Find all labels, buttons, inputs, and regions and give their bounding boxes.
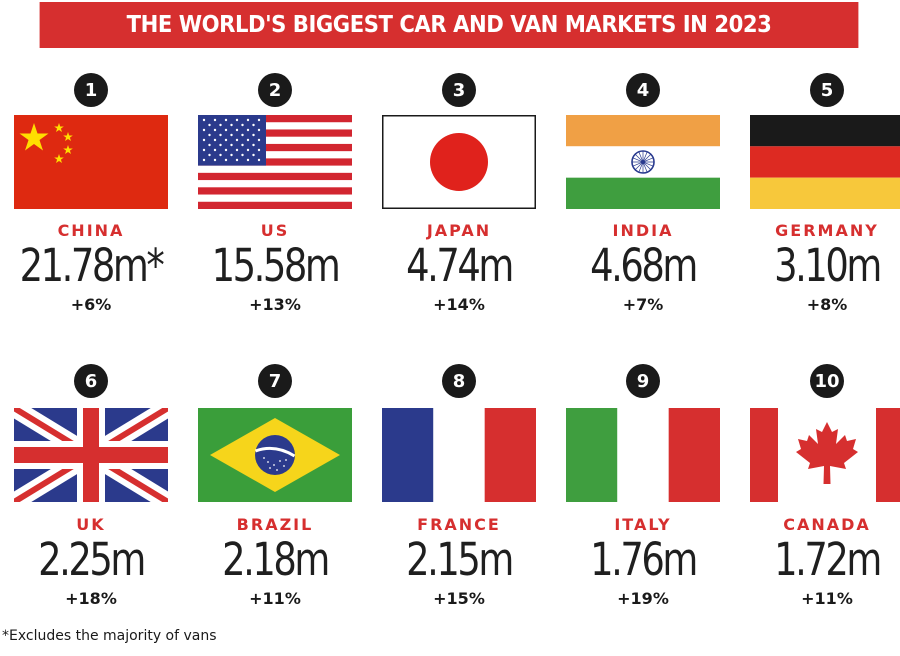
rank-badge: 4 [626, 73, 660, 107]
rank-badge: 8 [442, 364, 476, 398]
country-label: BRAZIL [236, 515, 314, 534]
sales-value: 1.76m [590, 533, 698, 586]
sales-value: 21.78m* [19, 239, 165, 292]
sales-value: 4.74m [406, 239, 514, 292]
country-label: UK [76, 515, 106, 534]
market-card-italy: 9 ITALY 1.76m +19% [552, 364, 732, 634]
rank-badge: 7 [258, 364, 292, 398]
market-card-uk: 6 UK 2.25m +18% [0, 364, 180, 634]
growth-percent: +11% [249, 589, 301, 608]
country-label: JAPAN [426, 221, 492, 240]
rank-badge: 3 [442, 73, 476, 107]
us-flag-icon [198, 115, 352, 209]
sales-value: 15.58m [211, 239, 341, 292]
country-label: CHINA [57, 221, 125, 240]
japan-flag-icon [382, 115, 536, 209]
market-card-us: 2 US 15.58m +13% [184, 70, 364, 340]
page-title: THE WORLD'S BIGGEST CAR AND VAN MARKETS … [39, 2, 859, 48]
market-card-france: 8 FRANCE 2.15m +15% [368, 364, 548, 634]
country-label: INDIA [612, 221, 674, 240]
sales-value: 2.15m [406, 533, 514, 586]
sales-value: 2.25m [38, 533, 146, 586]
france-flag-icon [382, 408, 536, 502]
rank-badge: 1 [74, 73, 108, 107]
growth-percent: +11% [801, 589, 853, 608]
germany-flag-icon [750, 115, 900, 209]
country-label: FRANCE [417, 515, 501, 534]
china-flag-icon [14, 115, 168, 209]
market-card-india: 4 INDIA 4.68m +7% [552, 70, 732, 340]
market-card-canada: 10 CANADA 1.72m +11% [736, 364, 900, 634]
country-label: US [260, 221, 290, 240]
rank-badge: 9 [626, 364, 660, 398]
rank-badge: 6 [74, 364, 108, 398]
market-card-germany: 5 GERMANY 3.10m +8% [736, 70, 900, 340]
rank-badge: 5 [810, 73, 844, 107]
sales-value: 4.68m [590, 239, 698, 292]
footnote: *Excludes the majority of vans [2, 628, 217, 644]
uk-flag-icon [14, 408, 168, 502]
growth-percent: +13% [249, 295, 301, 314]
italy-flag-icon [566, 408, 720, 502]
country-label: ITALY [614, 515, 672, 534]
india-flag-icon [566, 115, 720, 209]
country-label: CANADA [783, 515, 871, 534]
brazil-flag-icon [198, 408, 352, 502]
market-card-japan: 3 JAPAN 4.74m +14% [368, 70, 548, 340]
market-card-china: 1 CHINA 21.78m* +6% [0, 70, 180, 340]
canada-flag-icon [750, 408, 900, 502]
growth-percent: +18% [65, 589, 117, 608]
growth-percent: +8% [806, 295, 848, 314]
growth-percent: +6% [70, 295, 112, 314]
market-card-brazil: 7 BRAZIL 2.18m +11% [184, 364, 364, 634]
growth-percent: +14% [433, 295, 485, 314]
sales-value: 3.10m [774, 239, 882, 292]
rank-badge: 2 [258, 73, 292, 107]
growth-percent: +7% [622, 295, 664, 314]
growth-percent: +19% [617, 589, 669, 608]
country-label: GERMANY [775, 221, 879, 240]
rank-badge: 10 [810, 364, 844, 398]
sales-value: 1.72m [774, 533, 882, 586]
sales-value: 2.18m [222, 533, 330, 586]
growth-percent: +15% [433, 589, 485, 608]
